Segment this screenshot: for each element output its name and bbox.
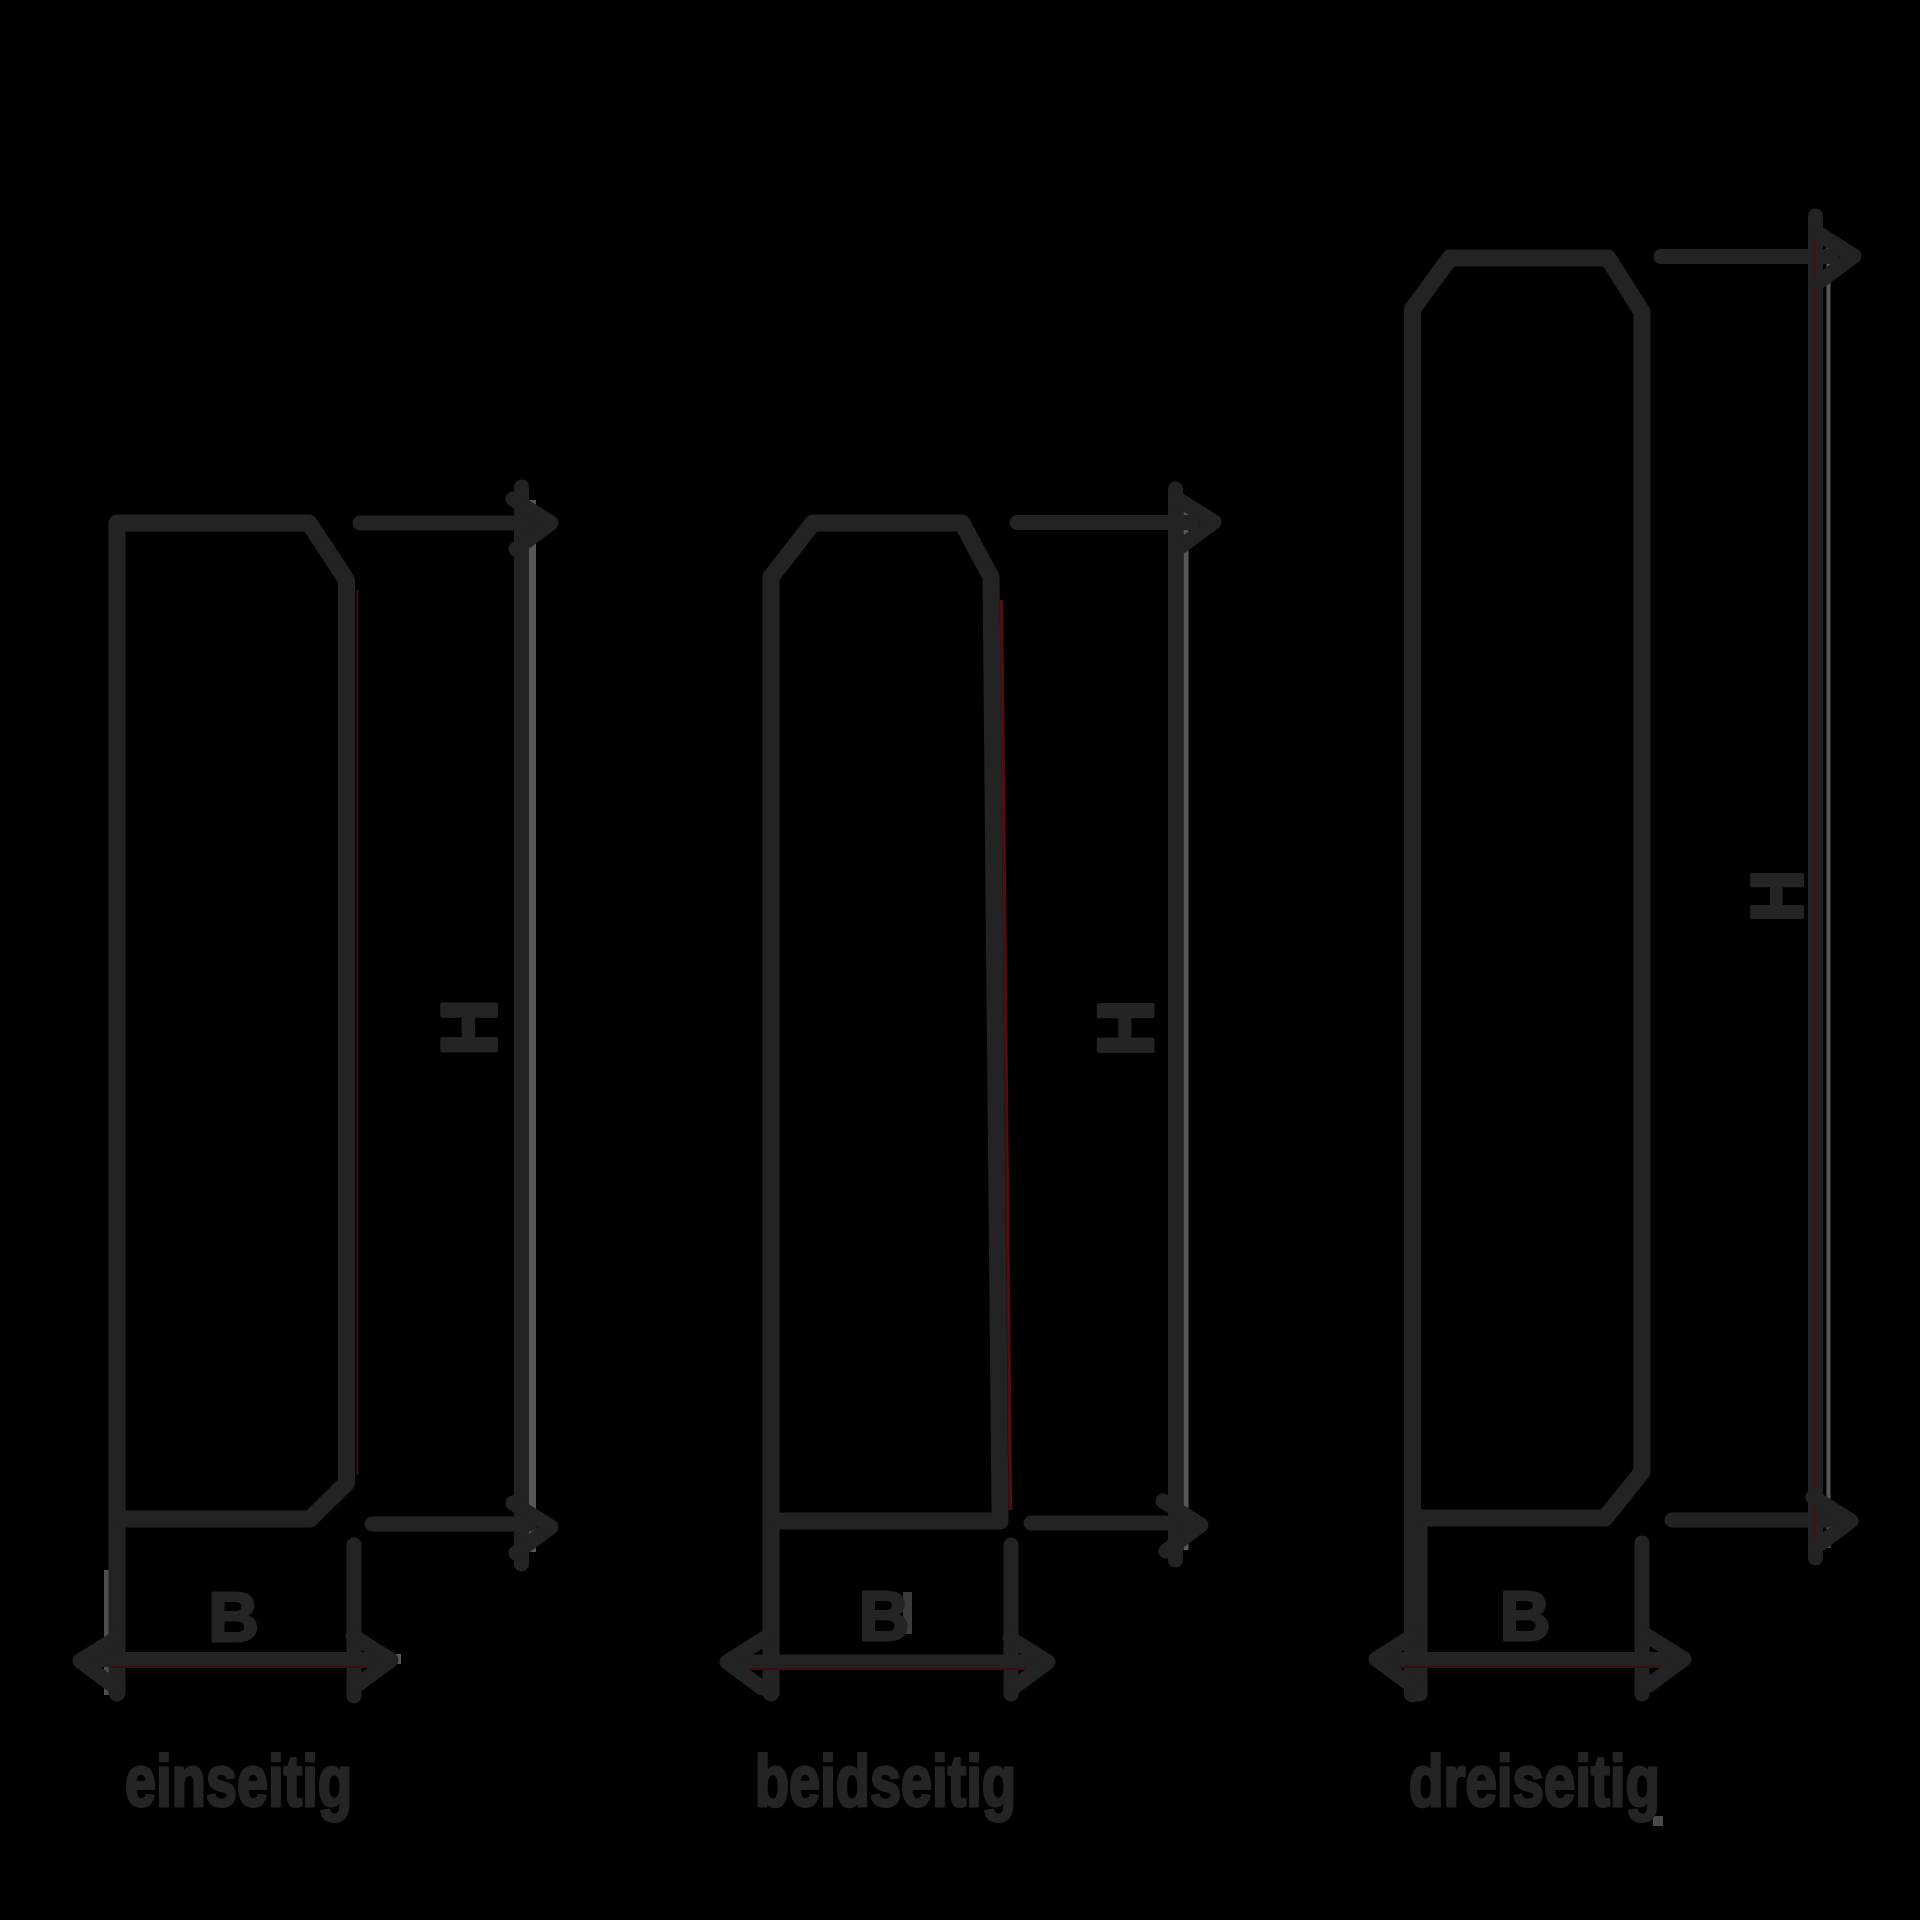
svg-text:beidseitig: beidseitig xyxy=(755,1742,1016,1822)
svg-text:B: B xyxy=(1500,1577,1551,1655)
svg-text:H: H xyxy=(1738,870,1818,922)
svg-text:H: H xyxy=(1082,1000,1170,1056)
svg-text:H: H xyxy=(425,999,513,1055)
svg-text:einseitig: einseitig xyxy=(125,1742,352,1822)
svg-text:B: B xyxy=(859,1577,910,1655)
svg-text:B: B xyxy=(208,1578,259,1656)
svg-text:dreiseitig: dreiseitig xyxy=(1409,1742,1660,1822)
